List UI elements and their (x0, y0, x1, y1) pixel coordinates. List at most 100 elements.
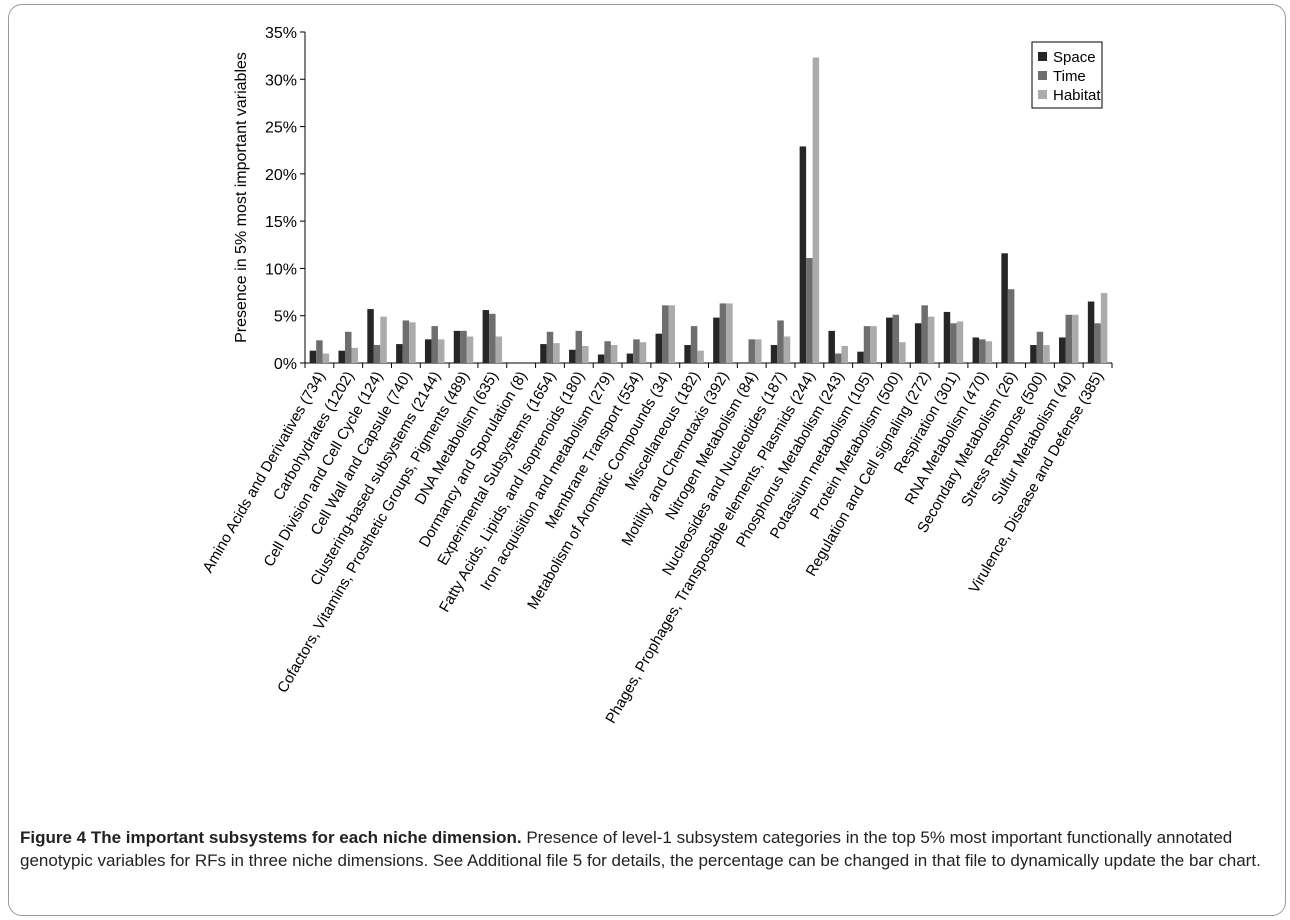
bar-time (690, 326, 698, 363)
bar-time (979, 339, 986, 363)
bar-time (892, 314, 900, 363)
bar-habitat (841, 345, 848, 363)
y-tick-label: 15% (265, 214, 297, 231)
bar-habitat (380, 316, 387, 363)
y-tick-label: 5% (274, 309, 297, 326)
bar-space (367, 309, 374, 363)
bar-space (396, 344, 403, 363)
bar-space (569, 349, 576, 363)
bar-habitat (1043, 345, 1050, 363)
bar-space (338, 350, 345, 363)
bar-time (604, 341, 611, 363)
bar-time (1094, 323, 1101, 363)
bar-habitat (582, 345, 589, 363)
bar-habitat (1100, 293, 1108, 363)
bar-chart: 0% 5% 10% 15% 20% 25% 30% 35% Presence in 5% mos… (200, 25, 1113, 726)
bar-space (799, 146, 807, 363)
bar-space (626, 353, 634, 363)
bar-habitat (639, 342, 647, 363)
bar-habitat (553, 343, 560, 363)
figure-caption: Figure 4 The important subsystems for ea… (20, 826, 1265, 872)
bar-time (575, 330, 583, 363)
bar-time (489, 313, 496, 363)
bar-space (770, 345, 778, 363)
bar-time (460, 330, 467, 363)
caption-text: Presence of level-1 subsystem categories… (20, 828, 1261, 870)
bar-space (684, 345, 691, 363)
bar-habitat (956, 321, 964, 363)
bar-time (373, 345, 381, 363)
y-tick-label: 20% (265, 167, 297, 184)
bar-space (597, 354, 605, 363)
bar-habitat (409, 322, 416, 363)
bar-space (482, 310, 490, 363)
y-tick-label: 35% (265, 25, 297, 42)
legend-label-time: Time (1053, 68, 1086, 85)
bar-time (921, 305, 928, 363)
bar-time (777, 320, 784, 363)
legend-swatch-space (1038, 52, 1047, 61)
bar-space (1030, 345, 1037, 363)
bar-space (713, 317, 720, 363)
bar-habitat (726, 303, 733, 363)
bar-space (1001, 253, 1008, 363)
bar-space (943, 311, 951, 363)
bar-time (950, 323, 957, 363)
legend-swatch-habitat (1038, 90, 1047, 99)
bar-time (1065, 314, 1073, 363)
y-tick-label: 10% (265, 261, 297, 278)
bar-space (1059, 337, 1066, 363)
bar-space (828, 330, 835, 363)
bar-time (402, 320, 410, 363)
bar-space (540, 344, 547, 363)
bar-time (748, 339, 755, 363)
y-axis-title: Presence in 5% most important variables (233, 52, 250, 343)
bar-time (806, 258, 813, 363)
bar-space (655, 333, 663, 363)
bar-habitat (870, 326, 877, 363)
figure-frame (8, 4, 1286, 916)
bar-habitat (466, 336, 474, 363)
bar-space (914, 323, 922, 363)
caption-title: Figure 4 The important subsystems for ea… (20, 828, 522, 847)
bar-time (344, 331, 352, 363)
bar-habitat (610, 345, 618, 363)
bar-time (431, 326, 438, 363)
x-category-label: Amino Acids and Derivatives (734) (200, 369, 329, 576)
bar-space (424, 339, 432, 363)
legend-label-space: Space (1053, 49, 1096, 66)
bar-space (1087, 301, 1095, 363)
bar-habitat (322, 353, 330, 363)
bar-time (1036, 331, 1044, 363)
bar-time (863, 326, 871, 363)
bar-time (662, 305, 669, 363)
bar-time (546, 331, 554, 363)
bar-habitat (754, 339, 762, 363)
bar-habitat (697, 350, 704, 363)
bar-habitat (437, 339, 445, 363)
bar-habitat (899, 342, 906, 363)
bar-time (633, 339, 640, 363)
bar-space (309, 350, 317, 363)
bar-space (453, 330, 461, 363)
bar-habitat (495, 336, 503, 363)
bar-space (972, 337, 980, 363)
y-tick-label: 25% (265, 120, 297, 137)
bar-habitat (927, 316, 935, 363)
bar-time (1007, 289, 1015, 363)
bar-habitat (985, 341, 993, 363)
legend-swatch-time (1038, 71, 1047, 80)
legend-label-habitat: Habitat (1053, 87, 1101, 104)
y-tick-label: 0% (274, 356, 297, 373)
bar-habitat (812, 57, 820, 363)
bar-habitat (783, 336, 791, 363)
bar-habitat (1072, 314, 1079, 363)
bar-time (316, 340, 323, 363)
bar-habitat (351, 347, 358, 363)
y-tick-label: 30% (265, 72, 297, 89)
bar-space (857, 351, 864, 363)
bar-time (719, 303, 727, 363)
bar-time (834, 353, 842, 363)
bar-space (886, 317, 893, 363)
bar-habitat (668, 305, 676, 363)
